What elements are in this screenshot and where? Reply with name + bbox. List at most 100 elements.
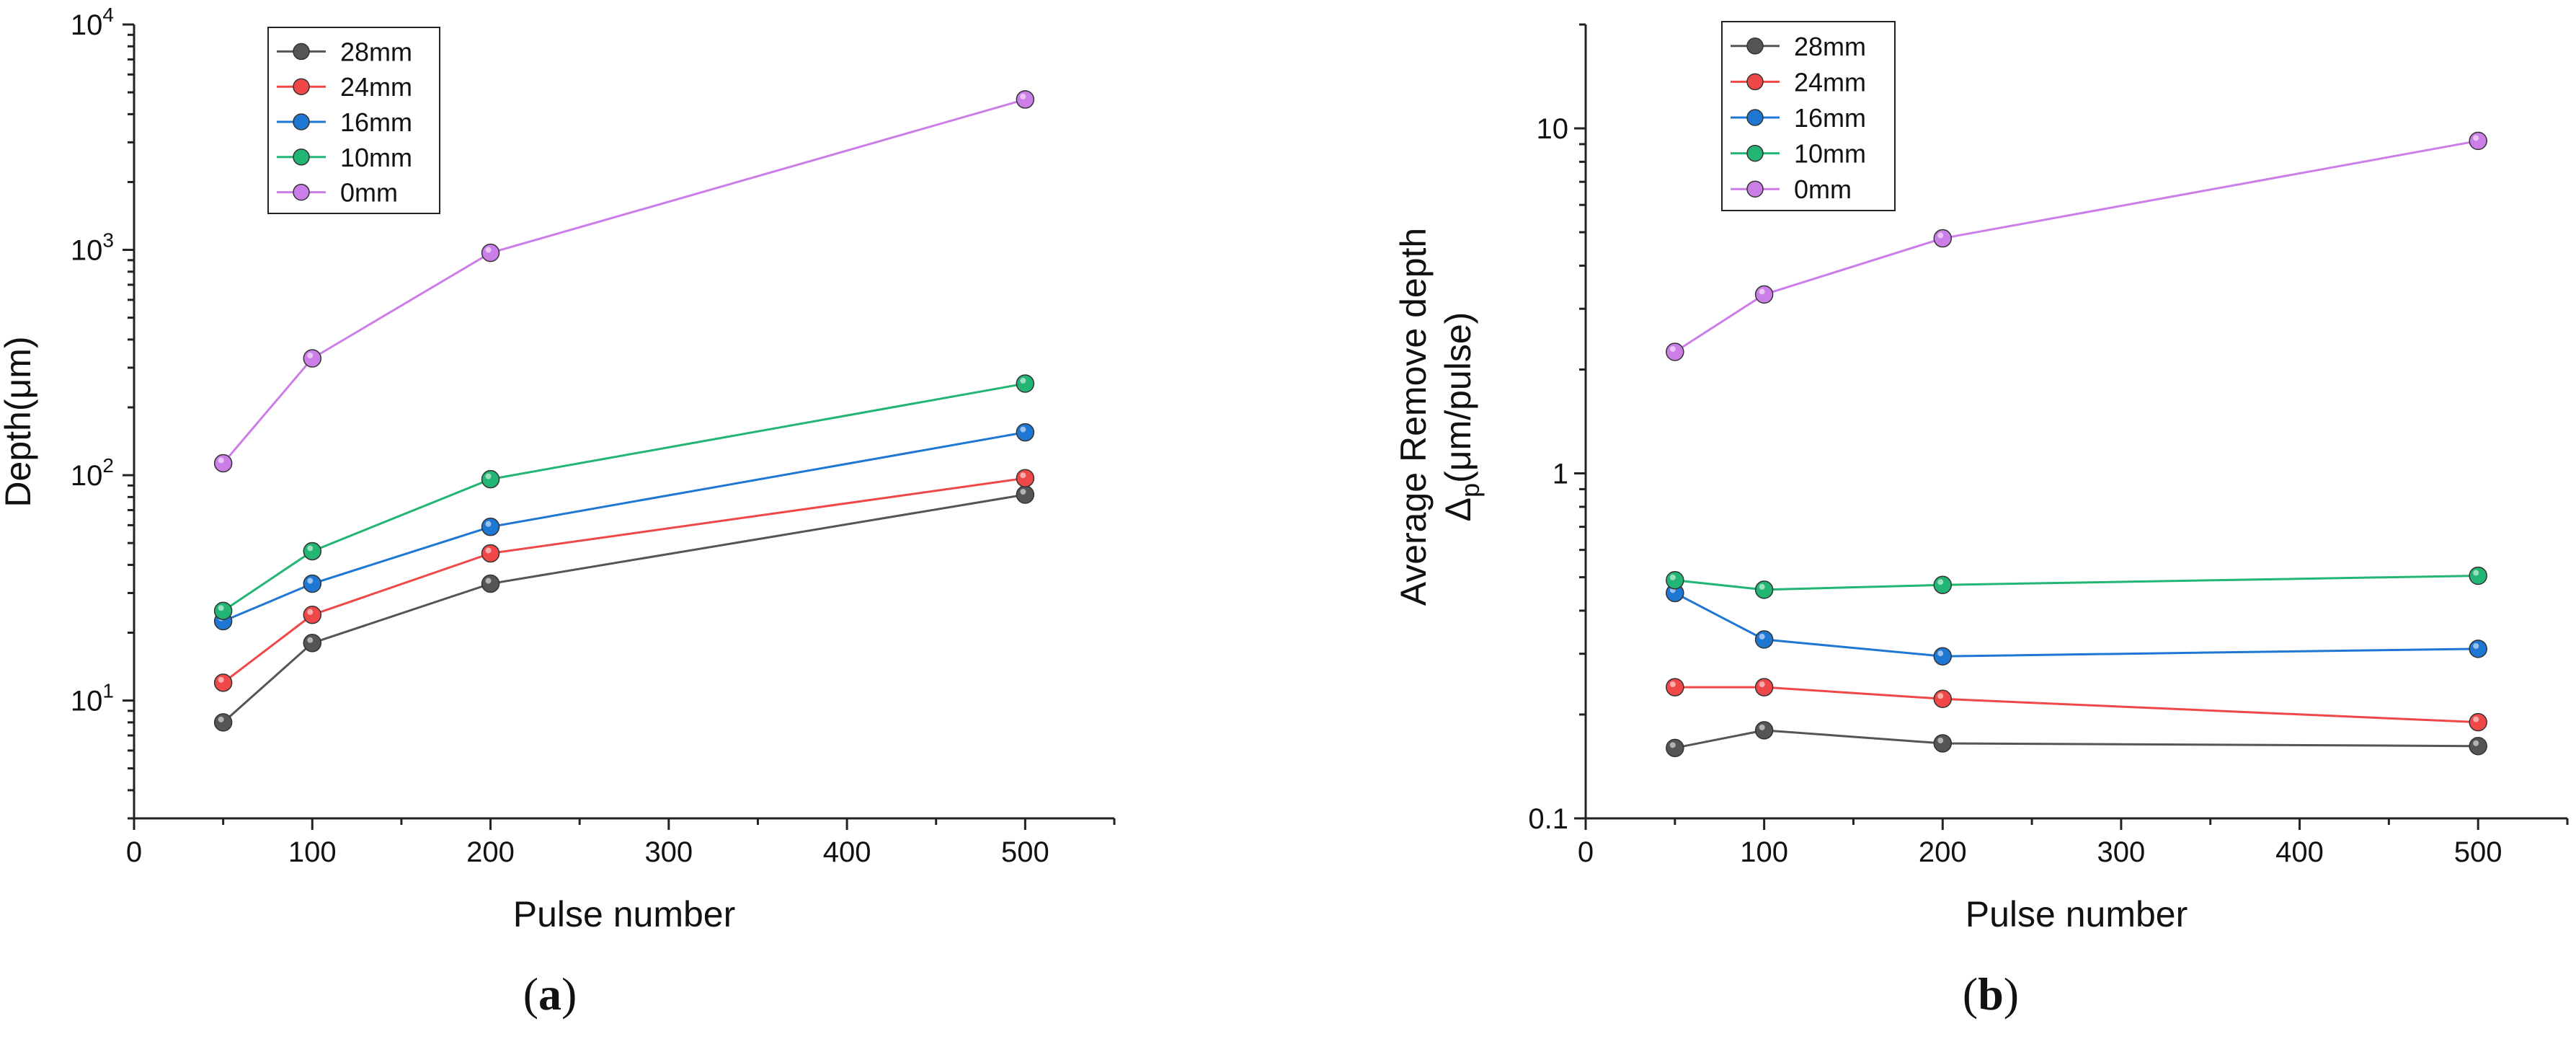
subscript: p — [1455, 483, 1485, 498]
caption-open: ( — [1963, 968, 1978, 1020]
data-point-10mm — [1933, 575, 1953, 594]
data-point-24mm — [1933, 689, 1953, 709]
data-point-highlight — [1759, 724, 1765, 730]
x-tick-label: 200 — [1919, 836, 1967, 868]
series-line-0mm — [222, 98, 1026, 464]
caption-open: ( — [523, 968, 538, 1020]
data-point-highlight — [485, 547, 492, 554]
chart-b: 0 100 200 300 400 500 0.1 1 10 28mm 24mm 16mm 10mm 0m… — [1393, 21, 2569, 1020]
x-tick-label: 0 — [1578, 836, 1594, 868]
legend-marker — [293, 183, 310, 201]
data-point-highlight — [1669, 742, 1676, 748]
legend-label: 28mm — [340, 37, 412, 66]
data-point-28mm — [213, 713, 233, 732]
data-point-28mm — [481, 574, 500, 593]
y-tick-label: 101 — [71, 680, 114, 717]
data-point-highlight — [485, 578, 492, 584]
data-point-highlight — [1020, 93, 1026, 100]
legend-label: 16mm — [1794, 103, 1866, 133]
x-tick-label: 300 — [2097, 836, 2146, 868]
series-line-24mm — [1674, 686, 2479, 724]
legend-label: 24mm — [1794, 67, 1866, 97]
data-point-highlight — [218, 676, 224, 683]
x-tick-label: 400 — [2275, 836, 2324, 868]
data-point-10mm — [481, 469, 500, 489]
y-tick-exponent: 4 — [102, 4, 114, 26]
data-point-16mm — [1933, 647, 1953, 666]
y-tick-label: 104 — [71, 4, 114, 41]
data-point-highlight — [1020, 426, 1026, 433]
series-line-0mm — [1674, 139, 2479, 353]
data-point-0mm — [213, 454, 233, 473]
legend-label: 16mm — [340, 107, 412, 137]
data-point-10mm — [2469, 566, 2487, 585]
chart-a: 0 100 200 300 400 50010110210310428mm24mm16mm… — [0, 4, 1116, 1020]
data-point-highlight — [307, 353, 314, 359]
x-axis-label: Pulse number — [1966, 894, 2188, 934]
y-tick-label: 0.1 — [1528, 803, 1568, 835]
data-point-highlight — [1669, 681, 1676, 688]
x-tick-label: 500 — [2454, 836, 2502, 868]
data-point-16mm — [481, 517, 500, 536]
data-point-28mm — [1933, 734, 1953, 753]
series-line-28mm — [1674, 729, 2479, 749]
y-axis-label-unit: Δp(μm/pulse) — [1438, 312, 1485, 522]
legend: 28mm 24mm 16mm 10mm 0mm — [1721, 21, 1896, 211]
panel-caption: (b) — [1963, 968, 2019, 1020]
data-point-24mm — [1666, 678, 1684, 697]
series-line-28mm — [222, 493, 1026, 723]
x-tick-label: 200 — [466, 836, 515, 868]
data-point-0mm — [1016, 90, 1035, 109]
y-axis-label: Depth(μm) — [0, 336, 38, 507]
y-tick-base: 10 — [71, 686, 103, 717]
data-point-highlight — [485, 247, 492, 253]
series-line-24mm — [222, 477, 1026, 684]
caption-close: ) — [2004, 968, 2019, 1020]
series-line-16mm — [223, 431, 1026, 622]
x-tick-label: 100 — [288, 836, 337, 868]
caption-letter: a — [538, 968, 561, 1020]
x-tick-label: 400 — [823, 836, 871, 868]
data-point-28mm — [1016, 485, 1035, 504]
data-point-28mm — [2469, 737, 2487, 756]
data-point-28mm — [303, 634, 322, 653]
y-tick-label: 103 — [71, 229, 114, 267]
data-point-highlight — [1937, 650, 1944, 657]
data-point-highlight — [1759, 681, 1765, 688]
y-tick-label: 102 — [71, 454, 114, 492]
x-tick-label: 0 — [126, 836, 142, 868]
data-point-0mm — [2469, 131, 2487, 151]
legend-label: 28mm — [1794, 32, 1866, 61]
data-point-0mm — [1933, 229, 1953, 248]
y-axis-label: Average Remove depth — [1393, 228, 1434, 606]
legend-marker — [1746, 180, 1764, 198]
data-point-highlight — [218, 457, 224, 464]
data-point-highlight — [485, 473, 492, 479]
data-point-highlight — [307, 609, 314, 615]
series-line-16mm — [1674, 592, 2479, 658]
y-tick-exponent: 3 — [102, 229, 114, 252]
y-tick-base: 10 — [71, 9, 103, 41]
data-point-10mm — [1666, 571, 1684, 590]
data-point-16mm — [303, 574, 322, 593]
data-point-10mm — [303, 541, 322, 561]
legend-label: 0mm — [340, 178, 398, 208]
x-axis-label: Pulse number — [513, 894, 736, 934]
data-point-highlight — [485, 521, 492, 527]
data-point-10mm — [213, 601, 233, 620]
data-point-highlight — [2473, 570, 2479, 576]
y-tick-base: 10 — [71, 235, 103, 267]
y-tick-base: 10 — [71, 460, 103, 492]
x-tick-label: 300 — [644, 836, 693, 868]
legend-marker — [1746, 73, 1764, 91]
data-point-24mm — [1754, 678, 1774, 697]
x-tick-label: 500 — [1001, 836, 1049, 868]
data-point-16mm — [2469, 640, 2487, 658]
data-point-highlight — [1020, 472, 1026, 479]
series-line-10mm — [1674, 574, 2479, 591]
data-point-highlight — [1020, 488, 1026, 495]
data-point-highlight — [1669, 346, 1676, 353]
legend-marker — [293, 113, 310, 131]
data-point-highlight — [218, 605, 224, 611]
